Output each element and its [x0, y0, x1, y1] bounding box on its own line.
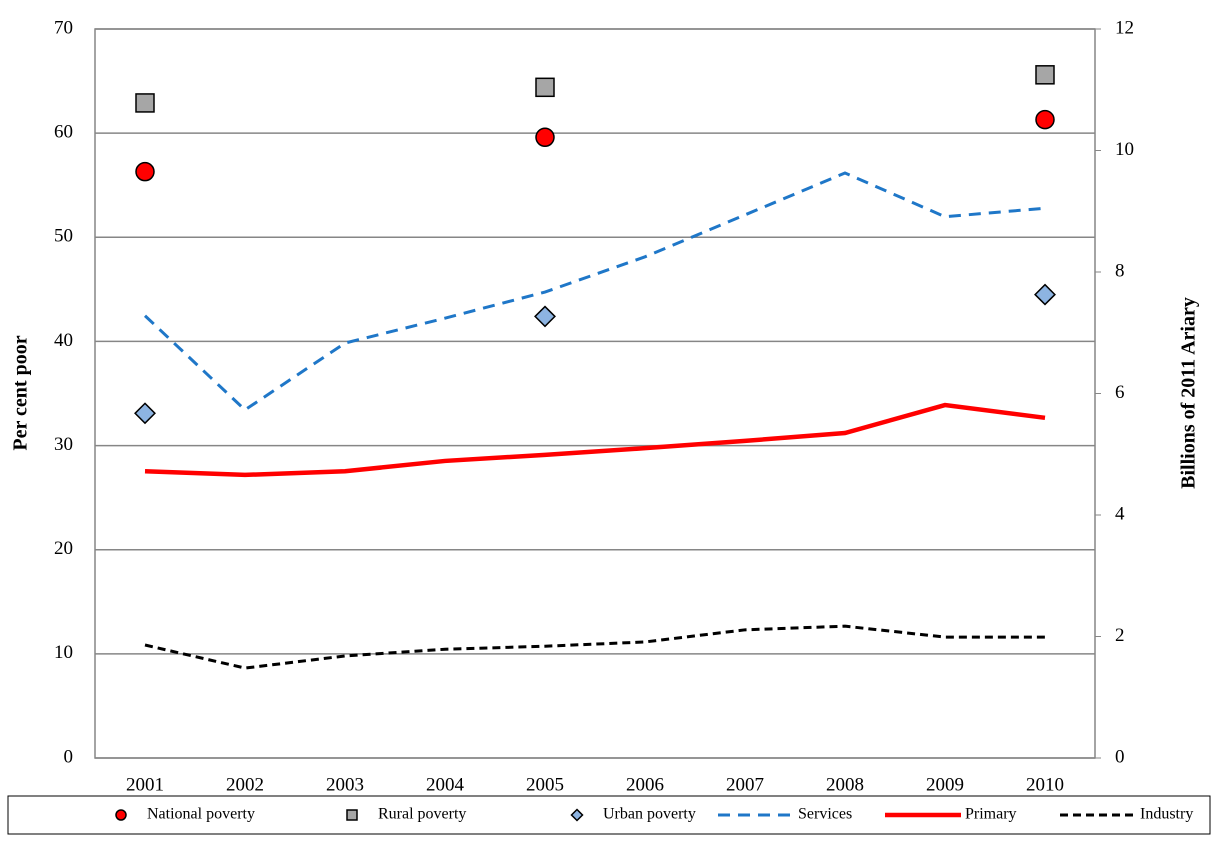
x-tick-label: 2009	[926, 774, 964, 795]
y2-tick-label: 8	[1115, 260, 1125, 281]
series-line	[144, 624, 1045, 670]
x-tick-label: 2007	[726, 774, 764, 795]
legend-label: Industry	[1140, 806, 1193, 823]
y-tick-label: 70	[54, 17, 73, 38]
marker-point	[534, 305, 556, 328]
y-tick-label: 40	[54, 330, 73, 351]
marker-point	[134, 402, 156, 425]
legend-label: Primary	[965, 806, 1017, 823]
y2-tick-label: 2	[1115, 625, 1125, 646]
x-tick-label: 2002	[226, 774, 264, 795]
x-tick-label: 2005	[526, 774, 564, 795]
marker-point	[535, 77, 555, 98]
x-tick-label: 2001	[126, 774, 164, 795]
y2-tick-label: 12	[1115, 17, 1134, 38]
y-tick-label: 30	[54, 434, 73, 455]
y2-axis-label: Billions of 2011 Ariary	[1178, 297, 1200, 489]
legend-label: National poverty	[147, 806, 255, 823]
legend-label: Rural poverty	[378, 806, 466, 823]
y2-tick-label: 10	[1115, 139, 1134, 160]
marker-point	[135, 161, 155, 182]
y-tick-label: 20	[54, 538, 73, 559]
y-axis-label: Per cent poor	[10, 335, 32, 450]
legend-marker	[570, 808, 584, 822]
x-tick-label: 2006	[626, 774, 664, 795]
x-tick-label: 2004	[426, 774, 465, 795]
marker-point	[535, 127, 555, 148]
y2-tick-label: 6	[1115, 382, 1125, 403]
marker-point	[135, 93, 155, 113]
legend-label: Services	[798, 806, 852, 823]
legend-label: Urban poverty	[603, 806, 696, 823]
x-tick-label: 2010	[1026, 774, 1064, 795]
marker-point	[1034, 283, 1056, 306]
y-tick-label: 10	[54, 642, 73, 663]
legend-frame	[7, 795, 1211, 835]
plot-frame	[94, 28, 1096, 759]
series-line	[144, 402, 1046, 478]
x-tick-label: 2008	[826, 774, 864, 795]
y-tick-label: 50	[54, 226, 73, 247]
legend-marker	[115, 809, 127, 821]
y-tick-label: 0	[64, 746, 74, 767]
y-tick-label: 60	[54, 122, 73, 143]
x-tick-label: 2003	[326, 774, 364, 795]
marker-point	[1035, 65, 1055, 85]
series-line	[143, 171, 1046, 412]
y2-tick-label: 4	[1115, 503, 1125, 524]
y2-tick-label: 0	[1115, 746, 1125, 767]
marker-point	[1035, 109, 1055, 130]
legend-marker	[346, 809, 358, 821]
